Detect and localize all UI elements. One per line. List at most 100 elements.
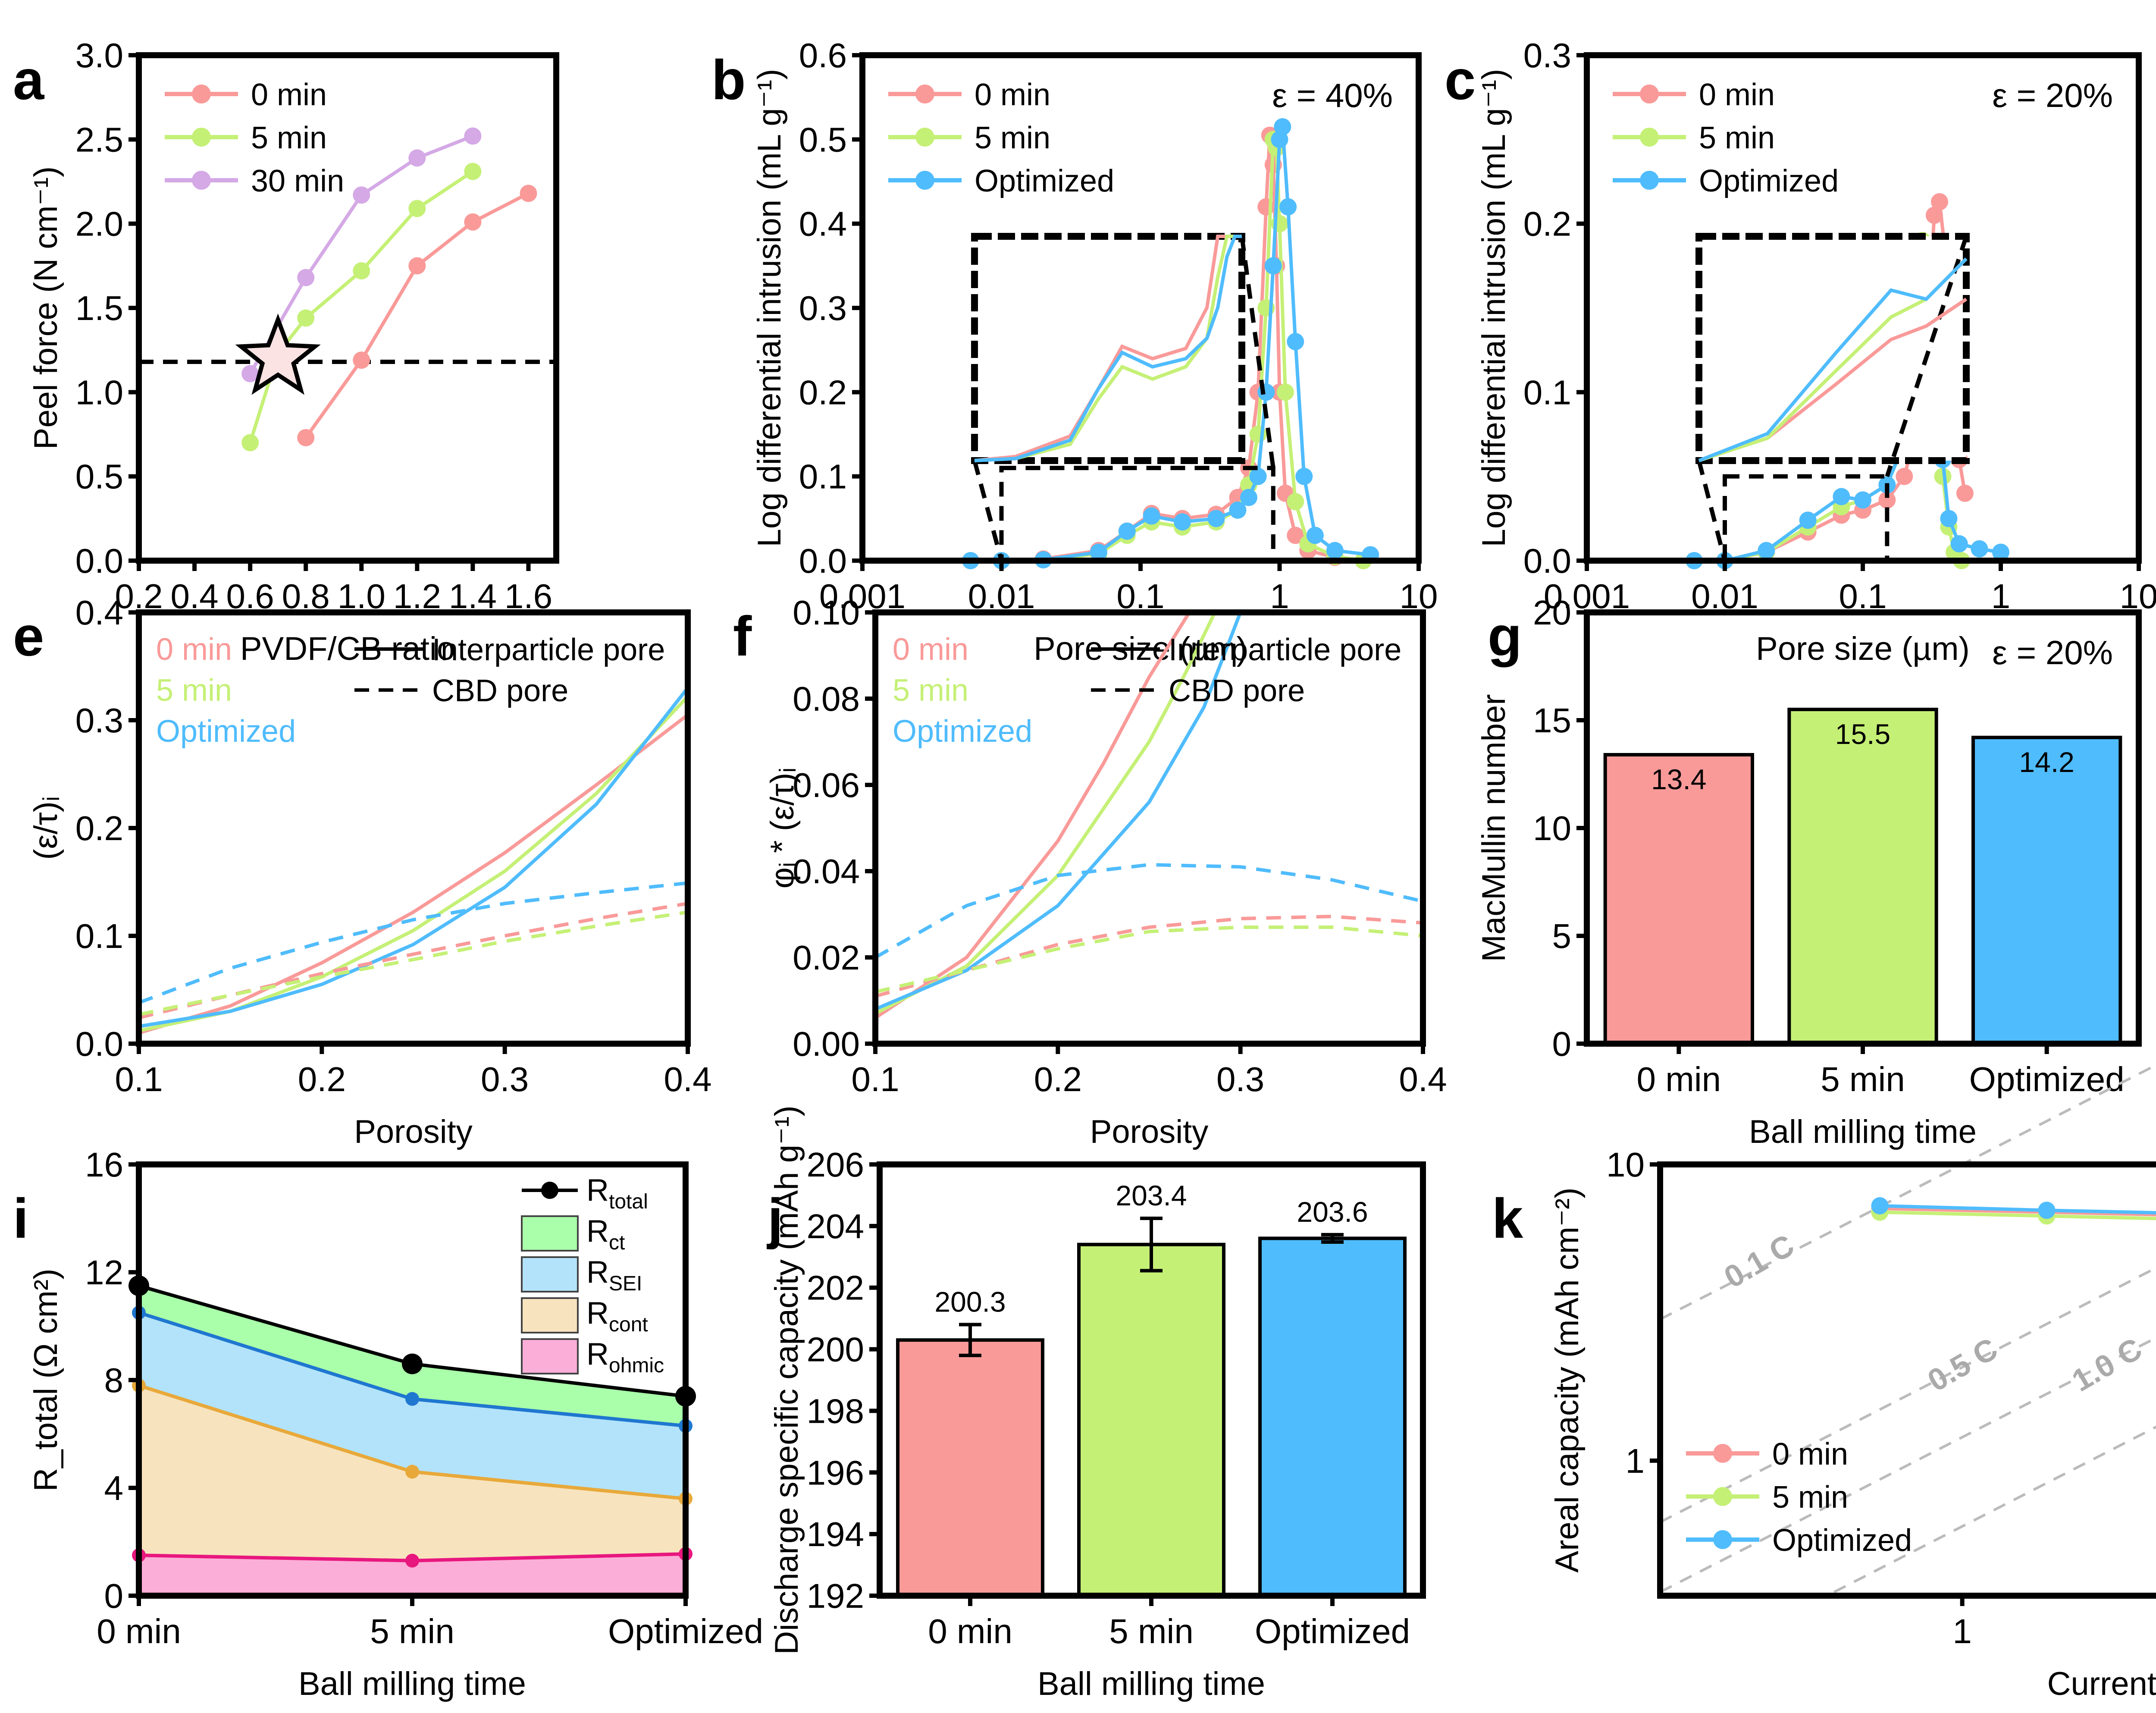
series-line — [874, 914, 1423, 998]
legend-label-main: R — [586, 1214, 609, 1249]
legend-label: RSEI — [586, 1255, 642, 1295]
data-point — [1925, 207, 1943, 224]
y-tick-label: 16 — [85, 1145, 123, 1184]
y-tick-label: 0.00 — [793, 1025, 860, 1063]
area-r-ohmic — [139, 1554, 686, 1596]
legend-style-label: Interparticle pore — [1169, 633, 1401, 667]
data-point — [402, 1353, 423, 1374]
data-point — [464, 163, 482, 180]
y-tick-label: 0.0 — [1523, 542, 1571, 580]
x-axis-label: Current density (mA cm⁻²) — [2047, 1666, 2156, 1702]
panel-k: k0.1 C0.5 C1.0 C2.0 C110110Current densi… — [1492, 1064, 2156, 1702]
legend-label: 5 min — [1772, 1480, 1848, 1515]
y-tick-label: 0.5 — [75, 458, 123, 496]
y-axis-label: R_total (Ω cm²) — [28, 1268, 64, 1491]
x-tick-label: 1.2 — [393, 577, 441, 615]
y-tick-label: 0.1 — [1523, 373, 1571, 411]
series-line — [138, 902, 688, 1020]
x-tick-label: 0 min — [928, 1612, 1012, 1650]
panel-letter: j — [766, 1187, 783, 1250]
legend-marker — [1713, 1444, 1732, 1463]
series-line — [874, 863, 1423, 959]
plot-frame — [1657, 1161, 2156, 1599]
zoom-connector — [1697, 460, 1727, 562]
x-tick-label: 0.01 — [968, 577, 1035, 615]
panel-letter: b — [711, 48, 746, 111]
legend-label-sub: ct — [609, 1231, 625, 1254]
y-tick-label: 1.5 — [75, 289, 123, 327]
x-tick-label: 0.01 — [1691, 577, 1758, 615]
legend-label: 5 min — [1699, 121, 1775, 155]
panel-letter: i — [13, 1187, 28, 1250]
legend-label-main: R — [586, 1255, 609, 1289]
legend-label-sub: cont — [609, 1313, 648, 1336]
data-point — [1956, 484, 1974, 502]
data-point — [408, 257, 426, 275]
data-point — [1143, 507, 1160, 525]
zoom-box — [999, 466, 1275, 563]
data-point — [1940, 510, 1958, 527]
x-tick-label: 5 min — [370, 1612, 454, 1650]
legend-marker — [1713, 1530, 1732, 1549]
legend: 0 min 5 min Optimized — [888, 78, 1114, 198]
x-tick-label: 1.6 — [505, 577, 552, 615]
bar-value-label: 14.2 — [2019, 746, 2074, 778]
data-point — [1279, 198, 1297, 216]
data-point — [1276, 383, 1294, 401]
x-tick-label: 0.4 — [664, 1060, 711, 1098]
plot-area — [1686, 193, 2009, 569]
x-tick-label: Optimized — [1969, 1060, 2125, 1098]
y-tick-label: 204 — [807, 1207, 864, 1246]
panel-letter: c — [1445, 48, 1476, 111]
y-tick-label: 0.08 — [793, 680, 860, 718]
legend-label: 5 min — [975, 121, 1050, 155]
bar — [1603, 753, 1755, 1045]
annotation-porosity: ε = 20% — [1992, 76, 2113, 114]
data-point — [1799, 511, 1817, 529]
y-tick-label: 0.4 — [75, 593, 123, 632]
legend-label-main: R — [586, 1337, 609, 1371]
legend-label-sub: total — [609, 1190, 648, 1213]
data-point — [1090, 543, 1107, 561]
y-tick-label: 2.5 — [75, 120, 123, 159]
y-tick-label: 0.04 — [793, 852, 860, 891]
x-tick-label: 1 — [1270, 577, 1289, 615]
legend-marker — [541, 1182, 558, 1199]
legend: 0 min 5 min 30 min — [165, 78, 344, 198]
y-tick-label: 192 — [807, 1577, 864, 1615]
y-tick-label: 202 — [807, 1269, 864, 1307]
annotation-porosity: ε = 40% — [1272, 76, 1393, 114]
x-tick-label: 1 — [1952, 1612, 1972, 1650]
y-tick-label: 0 — [1552, 1025, 1572, 1063]
data-point — [1306, 527, 1324, 544]
guide-label: 0.5 C — [1922, 1331, 2003, 1398]
y-tick-label: 0.4 — [799, 205, 847, 243]
data-point — [1274, 118, 1291, 136]
y-tick-label: 0.0 — [75, 1025, 123, 1063]
series-line — [874, 611, 1191, 1020]
data-point — [1287, 493, 1304, 511]
data-point — [353, 351, 370, 369]
y-tick-label: 0.06 — [793, 766, 860, 804]
y-tick-label: 200 — [807, 1330, 864, 1369]
legend-color-label: 0 min — [893, 632, 968, 667]
x-tick-label: 10 — [1400, 577, 1438, 615]
x-tick-label: 5 min — [1821, 1060, 1905, 1098]
bar — [1258, 1236, 1407, 1597]
bar-value-label: 15.5 — [1835, 718, 1890, 750]
x-tick-label: 1.0 — [338, 577, 385, 615]
data-point — [1992, 543, 2009, 561]
y-tick-label: 0.2 — [75, 809, 123, 847]
y-axis-label: Discharge specific capacity (mAh g⁻¹) — [768, 1105, 805, 1654]
x-tick-label: 0.2 — [115, 577, 163, 615]
x-tick-label: 0 min — [1637, 1060, 1721, 1098]
series-line — [874, 612, 1242, 1011]
data-point — [1854, 491, 1871, 509]
panel-i: i 0 4 8 12 16 0 min 5 min Optimized Ball milling … — [13, 1145, 763, 1702]
data-point — [1871, 1197, 1889, 1214]
y-tick-label: 194 — [807, 1515, 864, 1553]
legend-swatch — [521, 1256, 579, 1293]
legend-label: 30 min — [251, 164, 344, 198]
legend-marker — [1640, 171, 1659, 190]
